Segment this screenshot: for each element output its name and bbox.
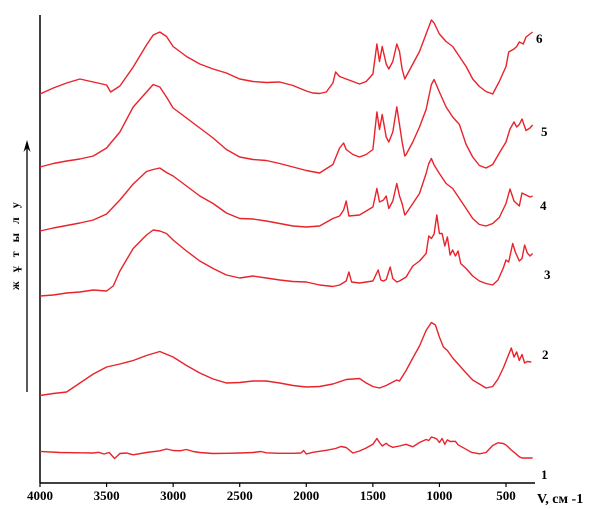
y-arrow-head (23, 140, 31, 152)
x-tick-label: 2000 (293, 488, 319, 503)
curve-label-3: 3 (544, 267, 551, 282)
y-axis-label: ж ұ т ы л у (8, 199, 22, 290)
x-tick-label: 1500 (360, 488, 386, 503)
x-tick-label: 3000 (160, 488, 186, 503)
curve-label-2: 2 (542, 347, 549, 362)
x-tick-label: 1000 (426, 488, 452, 503)
x-tick-label: 4000 (27, 488, 53, 503)
curve-labels: 1 2 3 4 5 6 (536, 31, 551, 482)
spectrum-line-5 (39, 78, 534, 174)
spectrum-curves (39, 19, 534, 460)
spectrum-line-1 (39, 436, 533, 460)
x-axis-label: V, см -1 (537, 492, 583, 507)
x-tick-label: 500 (496, 488, 516, 503)
spectrum-line-3 (39, 214, 534, 297)
spectrum-line-6 (39, 19, 534, 95)
y-axis-arrow (23, 140, 31, 392)
curve-label-4: 4 (540, 198, 547, 213)
curve-label-6: 6 (536, 31, 543, 46)
x-tick-label: 2500 (227, 488, 253, 503)
x-tick-label: 3500 (94, 488, 120, 503)
x-axis-ticks (39, 483, 507, 487)
curve-label-1: 1 (541, 467, 548, 482)
curve-label-5: 5 (541, 124, 548, 139)
spectrum-line-2 (39, 321, 532, 397)
spectrum-line-4 (39, 157, 533, 232)
plot-frame (39, 15, 535, 484)
x-axis-tick-labels: 4000 3500 3000 2500 2000 1500 1000 500 (27, 488, 516, 503)
